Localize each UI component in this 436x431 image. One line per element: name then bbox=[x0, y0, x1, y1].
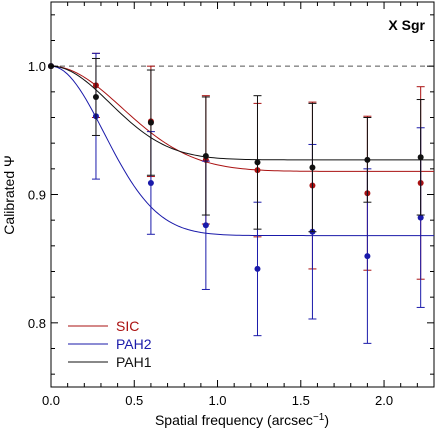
y-tick-label: 0.8 bbox=[28, 316, 46, 331]
x-tick-label: 0.5 bbox=[125, 393, 143, 408]
data-point bbox=[202, 222, 209, 229]
legend-label-pah1: PAH1 bbox=[116, 354, 152, 370]
x-tick-label: 2.0 bbox=[375, 393, 393, 408]
data-point bbox=[417, 154, 424, 161]
data-point bbox=[309, 164, 316, 171]
data-point bbox=[202, 153, 209, 159]
data-point bbox=[147, 119, 154, 126]
x-tick-label: 0.0 bbox=[42, 393, 60, 408]
legend-label-sic: SIC bbox=[116, 318, 139, 334]
x-axis-title-sup: −1 bbox=[313, 412, 325, 423]
fit-curve-pah2 bbox=[50, 65, 434, 237]
data-point bbox=[147, 179, 154, 186]
chart-annotation: X Sgr bbox=[388, 17, 425, 33]
legend-label-pah2: PAH2 bbox=[116, 336, 152, 352]
series-pah1 bbox=[48, 57, 434, 233]
data-point bbox=[364, 253, 371, 260]
y-axis-title: Calibrated Ψ bbox=[1, 155, 17, 234]
y-tick-label: 1.0 bbox=[28, 59, 46, 74]
data-point bbox=[417, 214, 424, 221]
x-axis-title: Spatial frequency (arcsec−1) bbox=[155, 412, 329, 428]
x-tick-label: 1.0 bbox=[208, 393, 226, 408]
series-sic bbox=[48, 52, 434, 280]
fit-curve-sic bbox=[50, 65, 434, 172]
x-axis-title-end: ) bbox=[324, 412, 329, 428]
data-point bbox=[92, 93, 99, 100]
data-point bbox=[364, 156, 371, 163]
x-tick-label: 1.5 bbox=[292, 393, 310, 408]
x-axis-title-main: Spatial frequency (arcsec bbox=[155, 412, 313, 428]
plot-frame bbox=[50, 1, 435, 388]
y-tick-label: 0.9 bbox=[28, 188, 46, 203]
data-point bbox=[254, 265, 261, 272]
data-point bbox=[254, 159, 261, 166]
fit-curve-pah1 bbox=[50, 65, 434, 161]
series-pah2 bbox=[48, 52, 434, 344]
